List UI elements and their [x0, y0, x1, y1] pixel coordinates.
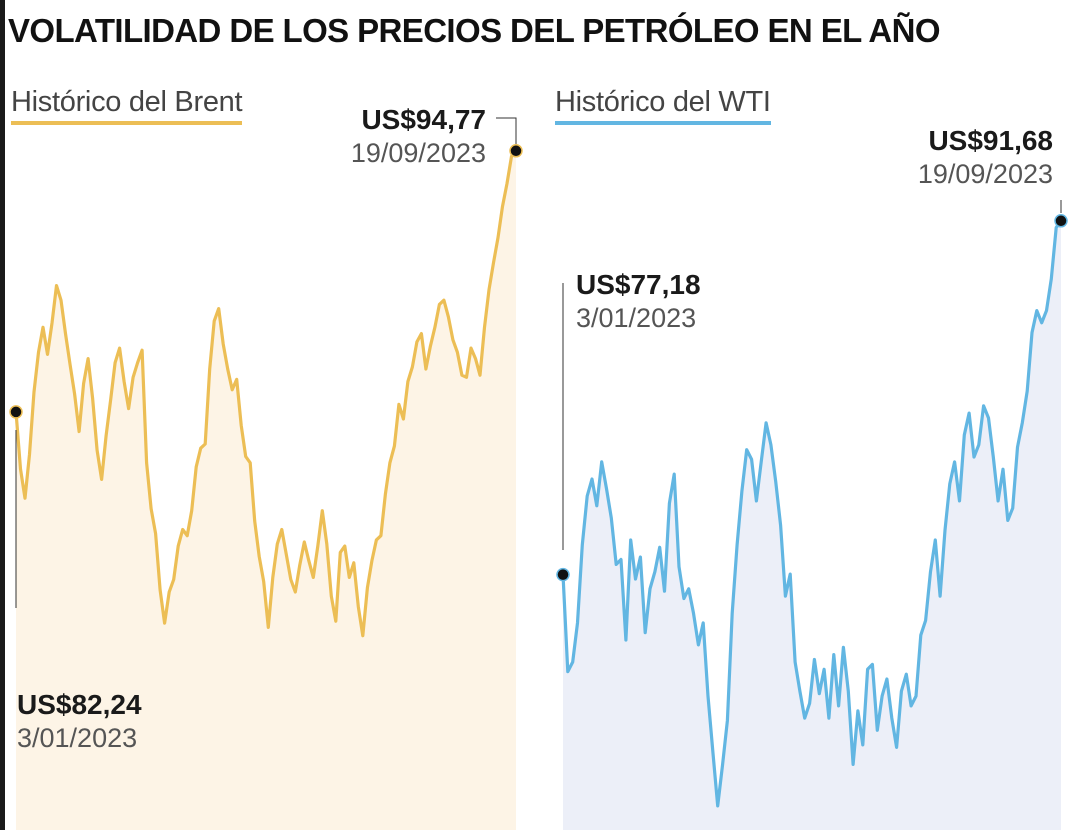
- left-edge-bar: [0, 0, 5, 830]
- wti-end-annotation: US$91,68 19/09/2023: [860, 124, 1053, 190]
- wti-chart: [556, 200, 1068, 830]
- brent-end-marker: [509, 144, 523, 158]
- wti-start-value: US$77,18: [576, 269, 701, 300]
- page-title: VOLATILIDAD DE LOS PRECIOS DEL PETRÓLEO …: [8, 12, 941, 49]
- wti-end-marker: [1054, 214, 1068, 228]
- brent-end-date: 19/09/2023: [350, 138, 486, 168]
- brent-end-value: US$94,77: [361, 104, 486, 135]
- brent-area: [16, 150, 516, 830]
- brent-line: [14, 149, 518, 638]
- wti-area: [563, 220, 1061, 830]
- brent-start-marker: [9, 405, 23, 419]
- brent-end-annotation: US$94,77 19/09/2023: [300, 103, 486, 169]
- brent-start-value: US$82,24: [17, 689, 142, 720]
- wti-end-date: 19/09/2023: [917, 159, 1053, 189]
- brent-chart: [9, 117, 523, 830]
- brent-legend-label: Histórico del Brent: [11, 86, 243, 125]
- brent-start-date: 3/01/2023: [17, 723, 138, 753]
- brent-start-annotation: US$82,24 3/01/2023: [17, 688, 142, 754]
- wti-start-marker: [556, 567, 570, 582]
- wti-line: [561, 219, 1063, 808]
- brent-end-leader: [496, 117, 517, 146]
- wti-end-value: US$91,68: [928, 125, 1053, 156]
- wti-start-annotation: US$77,18 3/01/2023: [576, 268, 701, 334]
- wti-legend-label: Histórico del WTI: [555, 86, 771, 125]
- wti-start-date: 3/01/2023: [576, 303, 697, 333]
